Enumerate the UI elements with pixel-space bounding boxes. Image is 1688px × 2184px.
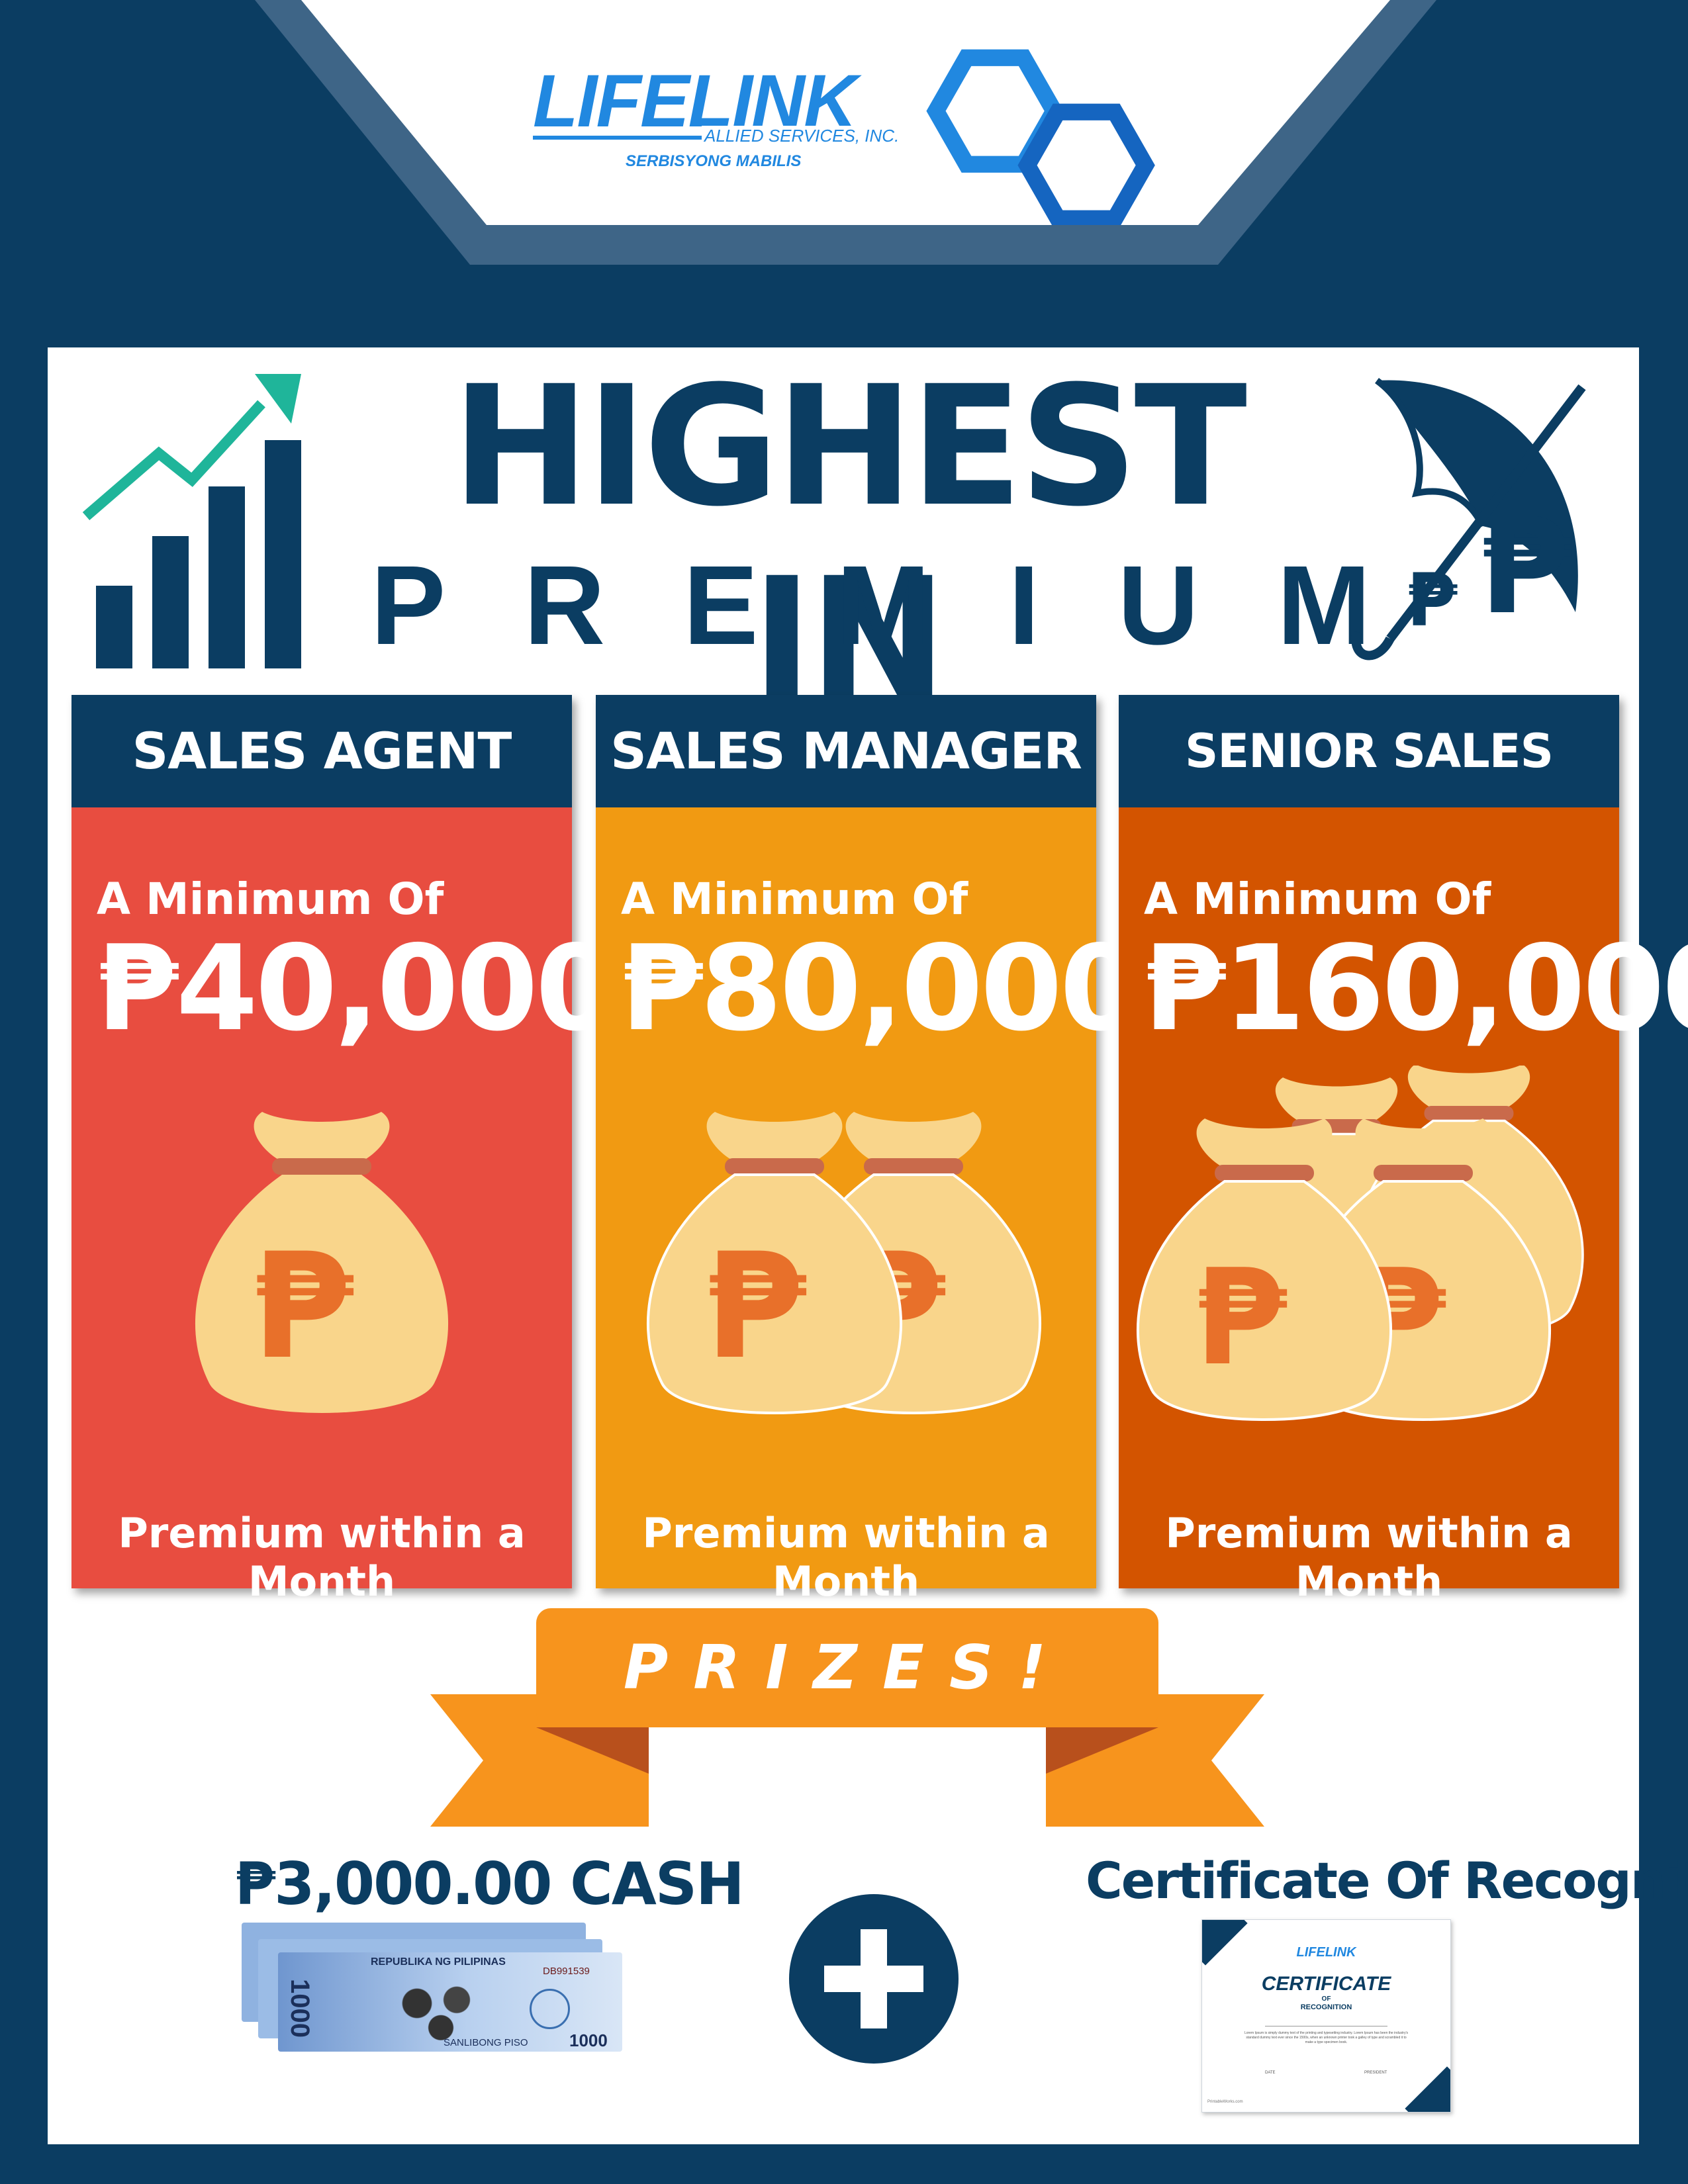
company-logo: LIFELINK ALLIED SERVICES, INC. SERBISYON… xyxy=(526,46,1175,225)
card-title: SENIOR SALES MANAGER xyxy=(1119,695,1619,891)
card-body: A Minimum Of ₱160,000 ₱ xyxy=(1119,807,1688,1606)
card-footer: Premium within a Month xyxy=(1165,1509,1573,1606)
premium-amount: ₱160,000 xyxy=(1144,920,1688,1057)
banknote-front: REPUBLIKA NG PILIPINAS 1000 DB991539 SAN… xyxy=(278,1952,622,2052)
svg-text:₱: ₱ xyxy=(1407,558,1458,643)
growth-chart-icon xyxy=(82,374,301,668)
certificate-subtitle: RECOGNITION xyxy=(1300,2003,1352,2011)
certificate-date-label: DATE xyxy=(1265,2071,1276,2075)
card-footer: Premium within a Month xyxy=(642,1509,1050,1606)
umbrella-peso-icon: ₱ ₱ xyxy=(1351,377,1586,660)
banknote-seal-icon xyxy=(530,1989,570,2029)
banknote-stack: REPUBLIKA NG PILIPINAS 1000 DB991539 SAN… xyxy=(242,1923,626,2055)
card-sales-manager: SALES MANAGER A Minimum Of ₱80,000 ₱ ₱ P… xyxy=(596,695,1142,1606)
card-senior-sales-manager: SENIOR SALES MANAGER A Minimum Of ₱160,0… xyxy=(1119,695,1688,1606)
card-title: SALES AGENT xyxy=(71,695,572,807)
banknote-denomination: 1000 xyxy=(285,1979,314,2038)
logo-tagline: SERBISYONG MABILIS xyxy=(626,152,802,170)
banknote-denomination-corner: 1000 xyxy=(569,2030,608,2050)
certificate-president-label: PRESIDENT xyxy=(1364,2071,1387,2075)
prizes-ribbon xyxy=(430,1608,1264,1827)
minimum-label: A Minimum Of xyxy=(1144,874,1491,925)
svg-text:₱: ₱ xyxy=(1479,490,1572,644)
banknote-header: REPUBLIKA NG PILIPINAS xyxy=(371,1956,506,1968)
certificate-prize-label: Certificate Of Recognition xyxy=(1086,1851,1688,1910)
cash-prize-label: ₱3,000.00 CASH xyxy=(235,1850,745,1918)
logo-company-text: ALLIED SERVICES, INC. xyxy=(702,126,902,146)
plus-icon xyxy=(789,1894,959,2064)
banknote-words: SANLIBONG PISO xyxy=(444,2037,528,2048)
certificate-corner xyxy=(1405,2066,1450,2112)
banknote-serial: DB991539 xyxy=(543,1966,590,1977)
hexagon-links-icon xyxy=(926,49,1155,225)
card-footer: Premium within a Month xyxy=(118,1509,526,1606)
headline-line2: PREMIUM xyxy=(371,543,1449,668)
portraits-icon xyxy=(377,1976,510,2045)
card-title: SALES MANAGER xyxy=(596,695,1096,807)
certificate-thumbnail: LIFELINK CERTIFICATE OF RECOGNITION Lore… xyxy=(1201,1919,1451,2113)
card-body: A Minimum Of ₱80,000 ₱ ₱ Premium within … xyxy=(596,807,1142,1606)
card-sales-agent: SALES AGENT A Minimum Of ₱40,000 ₱ Premi… xyxy=(71,695,618,1606)
svg-text:₱: ₱ xyxy=(705,1222,807,1391)
premium-amount: ₱80,000 xyxy=(621,920,1142,1057)
money-bags-icon: ₱ ₱ xyxy=(1137,1066,1584,1421)
certificate-title: CERTIFICATE xyxy=(1261,1973,1391,1995)
prizes-banner-text: PRIZES! xyxy=(623,1632,1072,1703)
svg-text:₱: ₱ xyxy=(252,1222,354,1391)
money-bags-icon: ₱ ₱ xyxy=(647,1112,1041,1414)
certificate-credit: PrintableWorks.com xyxy=(1207,2100,1243,2104)
minimum-label: A Minimum Of xyxy=(97,874,444,925)
certificate-brand: LIFELINK xyxy=(1296,1945,1356,1960)
certificate-body: Lorem Ipsum is simply dummy text of the … xyxy=(1244,2031,1409,2044)
minimum-label: A Minimum Of xyxy=(621,874,968,925)
money-bag-icon: ₱ xyxy=(195,1112,449,1413)
certificate-of: OF xyxy=(1321,1995,1331,2003)
premium-amount: ₱40,000 xyxy=(97,920,618,1057)
card-body: A Minimum Of ₱40,000 ₱ Premium within a … xyxy=(71,807,618,1606)
svg-text:₱: ₱ xyxy=(1195,1241,1288,1395)
